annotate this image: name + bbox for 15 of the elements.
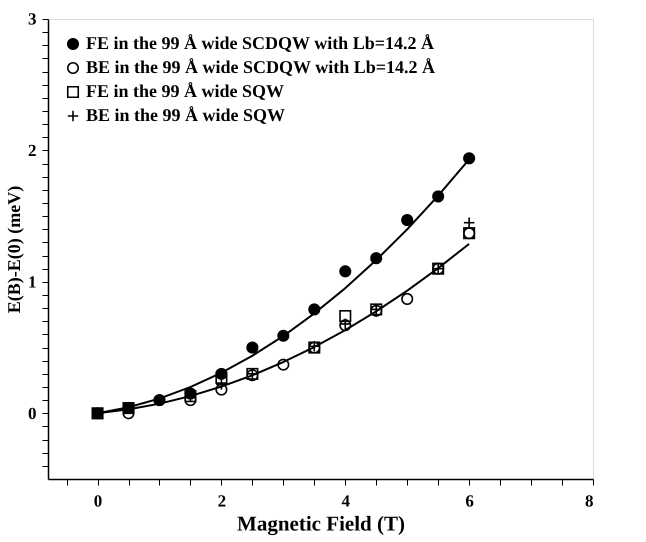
x-tick-label: 0 [94,492,102,510]
y-tick-label: 1 [28,272,36,292]
x-axis-title: Magnetic Field (T) [237,512,405,536]
legend-label: FE in the 99 Å wide SCDQW with Lb=14.2 Å [86,33,434,53]
x-tick-label: 6 [465,492,474,510]
x-tick-label: 4 [342,492,351,510]
y-axis-title: E(B)-E(0) (meV) [4,186,24,314]
y-tick-label: 0 [28,404,36,423]
legend-label: FE in the 99 Å wide SQW [86,81,284,101]
x-tick-label: 2 [218,492,226,510]
legend-label: BE in the 99 Å wide SQW [86,105,286,125]
y-tick-label: 3 [28,10,36,28]
x-tick-label: 8 [585,492,594,510]
y-tick-label: 2 [28,140,36,160]
legend-label: BE in the 99 Å wide SCDQW with Lb=14.2 Å [86,57,435,77]
